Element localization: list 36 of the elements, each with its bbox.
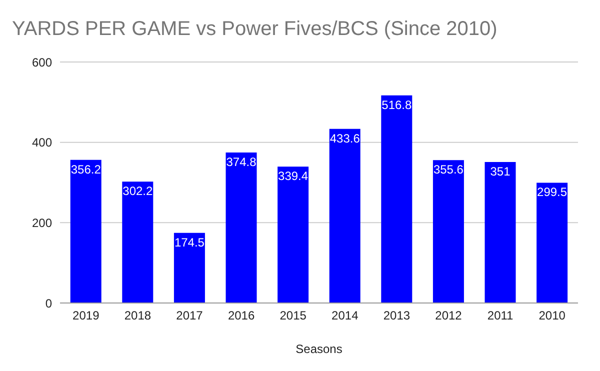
y-tick-label: 200: [32, 216, 52, 230]
bar: [226, 152, 257, 303]
y-tick-label: 600: [32, 55, 52, 70]
x-tick-label: 2013: [383, 308, 410, 323]
bar: [329, 128, 360, 303]
x-tick-label: 2016: [228, 308, 255, 323]
x-tick-label: 2014: [332, 308, 359, 323]
y-tick-label: 0: [45, 296, 52, 310]
bar: [432, 160, 464, 303]
bar: [484, 162, 516, 303]
bar: [381, 95, 412, 303]
y-tick-label: 400: [32, 136, 52, 150]
x-tick-label: 2011: [487, 308, 514, 323]
data-label: 351: [490, 164, 511, 179]
data-label: 174.5: [174, 235, 205, 250]
data-label: 374.8: [226, 154, 257, 169]
x-tick-label: 2017: [176, 308, 204, 323]
chart-title: YARDS PER GAME vs Power Fives/BCS (Since 2010): [12, 18, 498, 41]
bar: [174, 232, 205, 303]
data-label: 339.4: [278, 169, 308, 184]
x-tick-label: 2010: [538, 308, 566, 323]
data-label: 355.6: [433, 162, 464, 177]
x-tick-label: 2019: [72, 308, 100, 323]
x-tick-label: 2015: [280, 308, 307, 323]
x-tick-label: 2012: [435, 308, 462, 323]
bar: [122, 182, 154, 303]
data-label: 302.2: [122, 184, 153, 198]
bar: [70, 160, 102, 303]
x-axis-title: Seasons: [296, 342, 342, 356]
data-label: 299.5: [537, 185, 568, 200]
x-tick-label: 2018: [124, 308, 152, 323]
data-label: 356.2: [70, 162, 102, 176]
bar: [278, 166, 309, 303]
data-label: 516.8: [382, 98, 412, 112]
data-label: 433.6: [330, 131, 360, 146]
bar: [536, 182, 568, 303]
